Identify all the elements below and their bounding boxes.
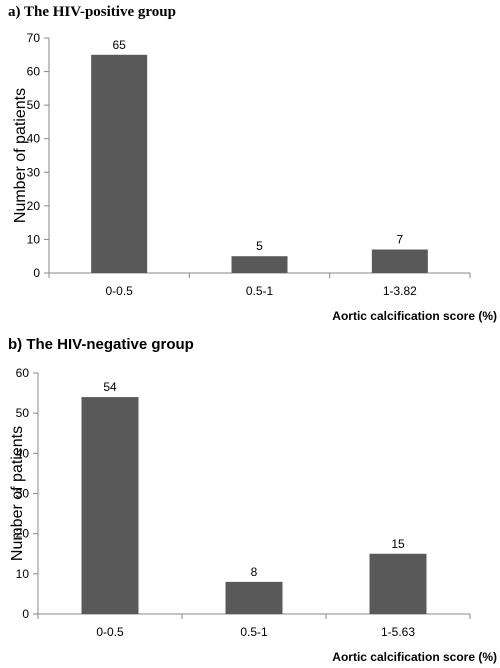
chart-a-y-tick-label: 40: [27, 132, 41, 146]
chart-b-category-label: 0-0.5: [96, 625, 124, 639]
chart-a-x-axis-label: Aortic calcification score (%): [332, 309, 497, 323]
chart-a-bar: [231, 256, 288, 273]
chart-b-data-label: 54: [103, 380, 117, 394]
chart-a-bar: [371, 249, 428, 273]
chart-a-category-label: 1-3.82: [383, 284, 417, 298]
chart-a-y-tick-label: 50: [27, 98, 41, 112]
chart-b-y-tick-label: 40: [16, 446, 30, 460]
chart-a-y-tick-label: 20: [27, 199, 41, 213]
chart-a-y-tick-label: 60: [27, 65, 41, 79]
chart-b-bar: [81, 397, 139, 614]
chart-b-title: b) The HIV-negative group: [8, 336, 194, 353]
chart-a-y-tick-label: 10: [27, 232, 41, 246]
chart-a-bar: [91, 54, 148, 274]
chart-a-data-label: 7: [396, 233, 403, 247]
chart-b-category-label: 1-5.63: [381, 625, 415, 639]
chart-a: 0 10 20 30 40 50 60 70 65 0-0.5 5 0.5-1 7 1-3.82 Numbe…: [12, 31, 497, 323]
chart-b-bar: [225, 581, 283, 614]
chart-a-data-label: 65: [112, 38, 126, 52]
chart-b-data-label: 8: [251, 565, 258, 579]
chart-b-y-tick-label: 50: [16, 406, 30, 420]
chart-b-y-tick-label: 0: [22, 607, 29, 621]
chart-a-category-label: 0-0.5: [105, 284, 133, 298]
chart-b-y-tick-label: 30: [16, 487, 30, 501]
chart-a-y-tick-label: 70: [27, 31, 41, 45]
chart-b-x-axis-label: Aortic calcification score (%): [332, 650, 497, 664]
chart-a-y-axis-label: Number of patients: [12, 88, 29, 223]
chart-a-category-label: 0.5-1: [246, 284, 274, 298]
chart-b-y-axis-label: Number of patients: [9, 426, 26, 561]
chart-a-y-tick-label: 0: [33, 266, 40, 280]
chart-b-bar: [369, 553, 427, 614]
chart-a-data-label: 5: [256, 239, 263, 253]
chart-b-y-tick-label: 60: [16, 366, 30, 380]
chart-a-y-tick-label: 30: [27, 165, 41, 179]
chart-a-title: a) The HIV-positive group: [8, 4, 176, 20]
chart-b-data-label: 15: [391, 537, 405, 551]
chart-b-y-tick-label: 20: [16, 527, 30, 541]
chart-b-y-tick-label: 10: [16, 567, 30, 581]
chart-b-category-label: 0.5-1: [240, 625, 268, 639]
